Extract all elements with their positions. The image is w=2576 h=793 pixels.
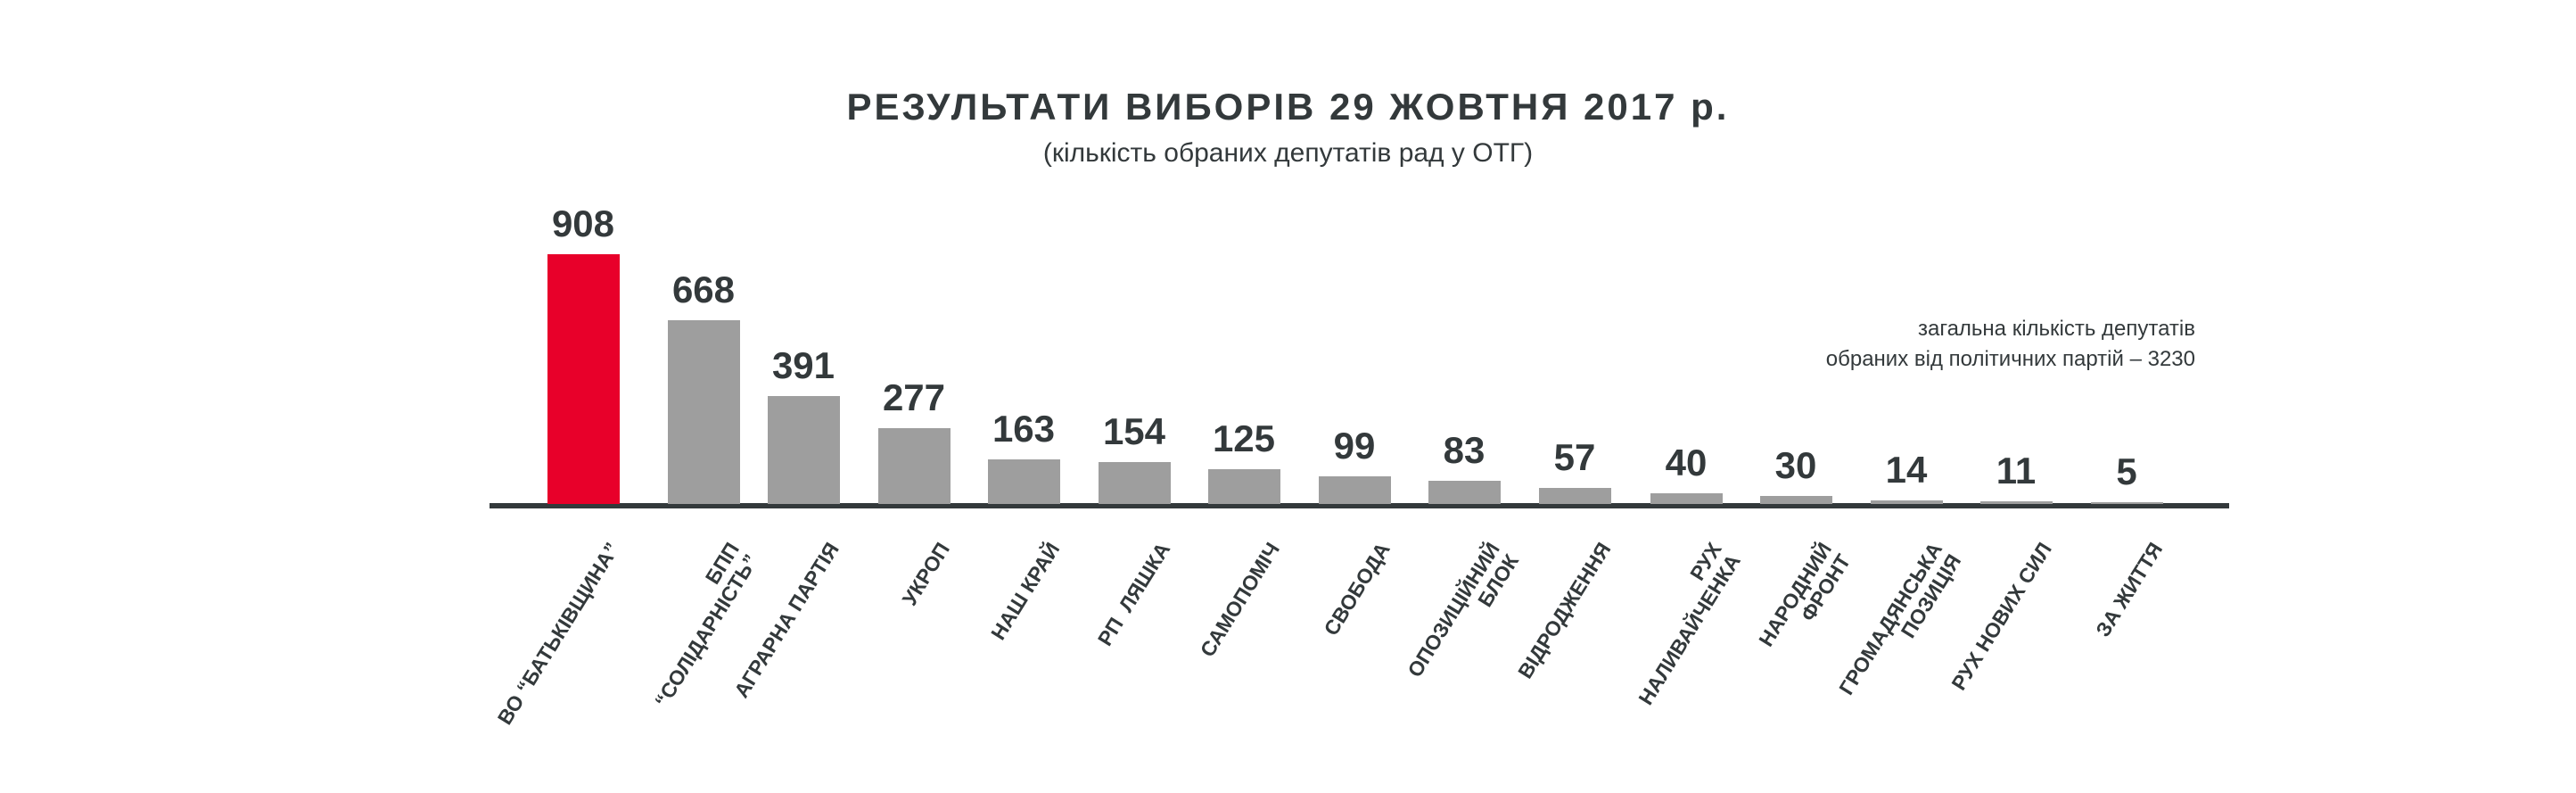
data-label: 125 [1212,417,1276,460]
x-tick-label: САМОПОМІЧ [1195,538,1285,661]
bar [1208,469,1280,504]
bar [1539,488,1611,504]
x-tick-label: НАРОДНИЙ ФРОНТ [1754,538,1856,651]
bar [1980,500,2053,504]
data-label: 277 [882,376,946,418]
bar [1760,495,1832,504]
bar [2091,502,2163,504]
bar [988,458,1060,504]
x-tick-label: ЗА ЖИТТЯ [2091,538,2168,641]
x-tick-label: ВІДРОДЖЕННЯ [1512,538,1616,683]
x-tick-label: СВОБОДА [1319,538,1395,640]
data-label: 154 [1102,409,1166,452]
data-label: 908 [551,202,615,244]
x-tick-label: ВО “БАТЬКІВЩИНА” [492,538,624,729]
bar [768,396,840,504]
x-tick-label: ОПОЗИЦІЙНИЙ БЛОК [1403,538,1524,681]
data-label: 30 [1774,443,1817,486]
data-label: 83 [1443,429,1486,472]
data-label: 163 [992,407,1056,450]
bar [1428,481,1501,504]
bar [1319,476,1391,504]
bar [878,427,951,504]
x-tick-label: УКРОП [897,538,955,610]
data-label: 668 [671,268,736,310]
total-annotation: загальна кількість депутатів обраних від… [1825,317,2195,371]
bar [1871,500,1943,504]
data-label: 40 [1665,441,1708,483]
data-label: 5 [2116,450,2137,493]
x-tick-label: РУХ НАЛИВАЙЧЕНКА [1634,538,1746,709]
data-label: 11 [1996,449,2037,491]
bar [1099,461,1171,504]
bar [668,320,740,504]
bar [1650,492,1723,504]
x-tick-label: НАШ КРАЙ [985,538,1065,644]
data-label: 391 [771,344,835,387]
x-axis-line [490,503,2229,508]
data-label: 14 [1885,448,1928,491]
bar [547,254,620,504]
chart-title: РЕЗУЛЬТАТИ ВИБОРІВ 29 ЖОВТНЯ 2017 р. [846,86,1730,128]
x-tick-label: РП ЛЯШКА [1092,538,1175,650]
data-label: 99 [1333,425,1376,467]
data-label: 57 [1553,436,1596,479]
x-tick-label: ГРОМАДЯНСЬКА ПОЗИЦІЯ [1834,538,1966,699]
chart-subtitle: (кількість обраних депутатів рад у ОТГ) [1042,138,1534,168]
